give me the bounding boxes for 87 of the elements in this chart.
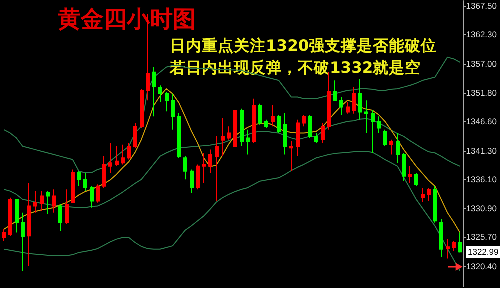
candlestick — [433, 186, 437, 224]
candlestick — [289, 141, 293, 172]
y-tick-label: 1357.00 — [466, 59, 498, 70]
y-tick-label: 1367.50 — [466, 0, 498, 11]
candlestick — [458, 232, 462, 254]
candlestick — [177, 112, 181, 159]
candlestick — [333, 80, 337, 102]
candlestick — [389, 139, 393, 156]
candlestick — [15, 199, 19, 234]
candlestick — [133, 122, 137, 149]
candlestick — [246, 129, 250, 156]
candlestick — [208, 149, 212, 174]
candlestick — [277, 114, 281, 134]
y-tick-label: 1330.90 — [466, 203, 498, 214]
candlestick — [40, 190, 44, 212]
candlestick — [27, 182, 31, 266]
y-tick-label: 1351.80 — [466, 88, 498, 98]
candlestick — [427, 187, 431, 202]
candlestick — [339, 96, 343, 116]
candlestick — [165, 92, 169, 112]
candlestick — [52, 189, 56, 214]
candlestick — [83, 172, 87, 192]
candlestick — [96, 184, 100, 204]
candlestick — [190, 169, 194, 194]
line-series — [4, 56, 461, 174]
candlestick — [240, 108, 244, 147]
candlestick — [439, 219, 443, 258]
y-tick-label: 1362.30 — [466, 30, 498, 40]
candlestick — [264, 119, 268, 129]
y-tick-label: 1336.10 — [466, 174, 498, 185]
candlestick — [140, 88, 144, 129]
candlestick — [283, 112, 287, 156]
candlestick — [121, 144, 125, 166]
candlestick — [65, 189, 69, 225]
candlestick — [296, 119, 300, 157]
candlestick — [452, 240, 456, 252]
candlestick — [358, 78, 362, 120]
candlestick — [215, 136, 219, 202]
candlestick — [108, 142, 112, 174]
candlestick — [221, 118, 225, 157]
candlestick — [152, 66, 156, 118]
candlestick — [383, 129, 387, 147]
candlestick — [8, 197, 12, 237]
candlestick — [314, 132, 318, 144]
candlestick — [352, 86, 356, 114]
candlestick — [402, 152, 406, 182]
candlestick — [258, 103, 262, 126]
annotation: 日内重点关注1320强支撑是否能破位 — [170, 37, 438, 55]
text: 1322.99 — [468, 247, 499, 258]
candlestick — [196, 164, 200, 190]
candlestick — [252, 98, 256, 144]
candlestick — [115, 146, 119, 167]
candlestick — [77, 170, 81, 187]
line-series — [4, 118, 461, 208]
candlestick — [2, 228, 6, 242]
line-series — [4, 88, 461, 234]
candlestick — [202, 152, 206, 184]
candlestick — [33, 190, 37, 214]
candlestick — [233, 110, 237, 147]
candlestick — [171, 93, 175, 130]
candlestick — [302, 114, 306, 128]
candlestick — [446, 238, 450, 260]
candlestick — [102, 156, 106, 188]
y-tick-label: 1325.70 — [466, 232, 498, 242]
y-tick-label: 1341.30 — [466, 146, 498, 156]
candlestick — [321, 122, 325, 144]
candlestick — [371, 110, 375, 154]
candlestick — [377, 116, 381, 134]
candlestick — [158, 85, 162, 103]
candlestick — [127, 142, 131, 160]
candlestick — [90, 186, 94, 208]
candlestick — [227, 126, 231, 140]
candlestick — [271, 105, 275, 128]
candlestick — [58, 204, 62, 232]
y-tick-label: 1346.60 — [466, 116, 498, 127]
candlestick — [421, 187, 425, 203]
candlestick — [408, 166, 412, 184]
candlestick — [308, 114, 312, 139]
y-tick-label: 1320.40 — [466, 262, 498, 272]
candlestick — [183, 156, 187, 180]
candlestick — [71, 169, 75, 204]
candlestick — [414, 172, 418, 187]
candlestick — [396, 132, 400, 164]
candlestick — [346, 102, 350, 114]
candlestick — [21, 212, 25, 272]
candlestick — [364, 100, 368, 134]
candlestick — [46, 190, 50, 216]
